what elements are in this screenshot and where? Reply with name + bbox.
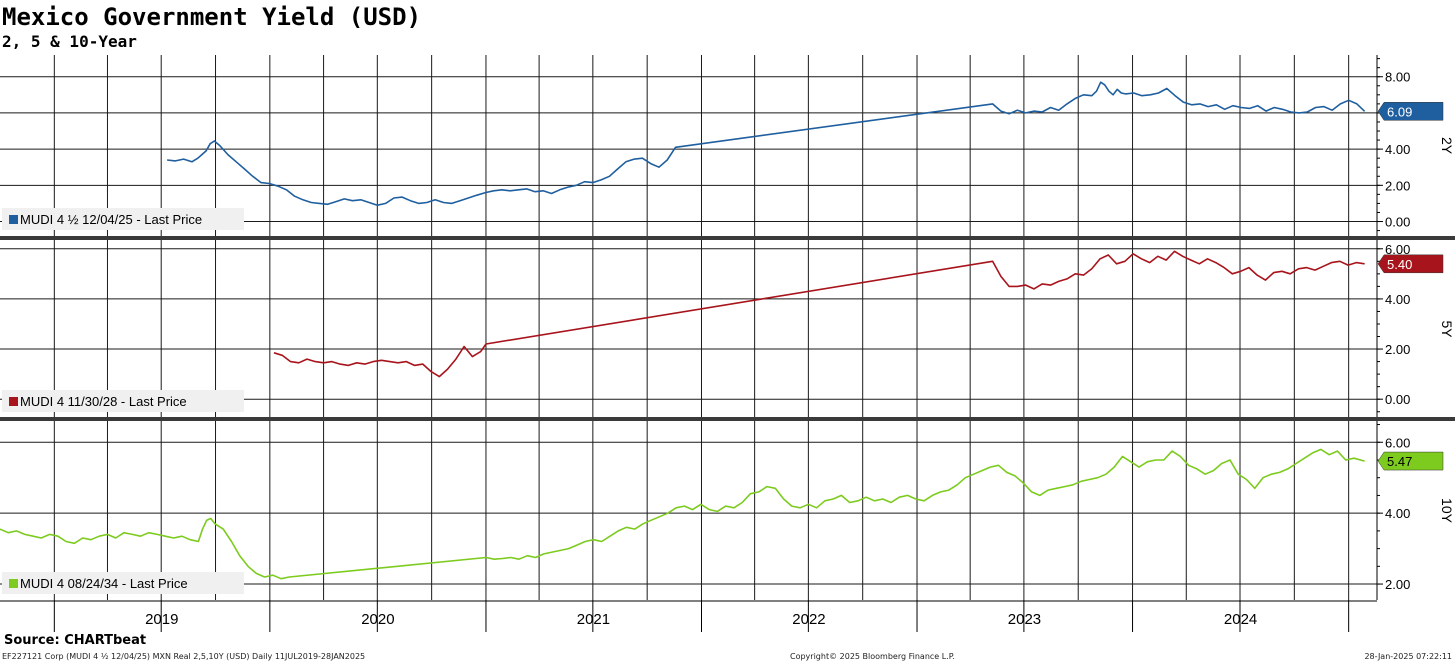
legend-background <box>2 572 244 594</box>
y-tick-label-2Y: 2.00 <box>1385 178 1410 193</box>
last-value-tag-2Y: 6.09 <box>1377 102 1444 121</box>
panel-label-10Y: 10Y <box>1439 498 1455 524</box>
legend-swatch <box>9 579 18 588</box>
legend-label: MUDI 4 08/24/34 - Last Price <box>20 576 188 591</box>
legend-2Y: MUDI 4 ½ 12/04/25 - Last Price <box>2 208 244 230</box>
y-tick-label-2Y: 8.00 <box>1385 70 1410 85</box>
x-tick-label: 2019 <box>145 611 178 628</box>
y-tick-label-2Y: 0.00 <box>1385 215 1410 230</box>
last-value-box <box>1377 451 1444 471</box>
panel-5Y: 0.00 2.00 4.00 6.00 MUDI 4 11/30/28 - Last P… <box>0 240 1455 418</box>
x-tick-label: 2023 <box>1008 611 1041 628</box>
series-line-2Y <box>167 81 1366 206</box>
series-line-10Y <box>0 448 1365 580</box>
legend-background <box>2 208 244 230</box>
y-tick-label-5Y: 4.00 <box>1385 292 1410 307</box>
last-value-tag-10Y: 5.47 <box>1377 451 1444 471</box>
last-value-label: 5.40 <box>1387 257 1412 272</box>
chart-subtitle: 2, 5 & 10-Year <box>2 32 137 51</box>
source-note: Source: CHARTbeat <box>4 633 147 648</box>
last-value-label: 5.47 <box>1387 454 1412 469</box>
legend-swatch <box>9 397 18 406</box>
panel-2-background <box>0 240 1455 418</box>
legend-5Y: MUDI 4 11/30/28 - Last Price <box>2 390 244 412</box>
legend-label: MUDI 4 11/30/28 - Last Price <box>20 394 187 409</box>
footer-copyright: Copyright© 2025 Bloomberg Finance L.P. <box>790 652 955 661</box>
legend-swatch <box>9 215 18 224</box>
y-tick-label-10Y: 2.00 <box>1385 577 1410 592</box>
footer-timestamp: 28-Jan-2025 07:22:11 <box>1364 652 1452 661</box>
legend-label: MUDI 4 ½ 12/04/25 - Last Price <box>20 212 202 227</box>
footer-security-info: EF227121 Corp (MUDI 4 ½ 12/04/25) MXN Re… <box>2 652 366 661</box>
x-tick-label: 2020 <box>361 611 394 628</box>
panel-10Y: 2.00 4.00 6.00 MUDI 4 08/24/34 - Last Price… <box>0 421 1455 600</box>
panel-3-background <box>0 421 1455 600</box>
panel-label-5Y: 5Y <box>1439 320 1455 338</box>
legend-background <box>2 390 244 412</box>
last-value-label: 6.09 <box>1387 104 1412 119</box>
y-tick-label-2Y: 4.00 <box>1385 142 1410 157</box>
x-axis-band <box>0 600 1455 632</box>
last-value-box <box>1377 254 1444 274</box>
chart-title: Mexico Government Yield (USD) <box>2 3 422 31</box>
last-value-box <box>1377 102 1444 121</box>
y-tick-label-10Y: 4.00 <box>1385 506 1410 521</box>
x-tick-label: 2024 <box>1224 611 1257 628</box>
y-tick-label-10Y: 6.00 <box>1385 435 1410 450</box>
panel-separator <box>0 417 1455 421</box>
panel-separator <box>0 236 1455 240</box>
y-tick-label-5Y: 0.00 <box>1385 392 1410 407</box>
legend-10Y: MUDI 4 08/24/34 - Last Price <box>2 572 244 594</box>
x-tick-label: 2022 <box>792 611 825 628</box>
last-value-tag-5Y: 5.40 <box>1377 254 1444 274</box>
y-tick-label-5Y: 6.00 <box>1385 242 1410 257</box>
series-line-5Y <box>273 250 1365 378</box>
panel-label-2Y: 2Y <box>1439 137 1455 155</box>
y-tick-label-5Y: 2.00 <box>1385 342 1410 357</box>
panel-1-background <box>0 55 1455 236</box>
x-tick-label: 2021 <box>577 611 610 628</box>
